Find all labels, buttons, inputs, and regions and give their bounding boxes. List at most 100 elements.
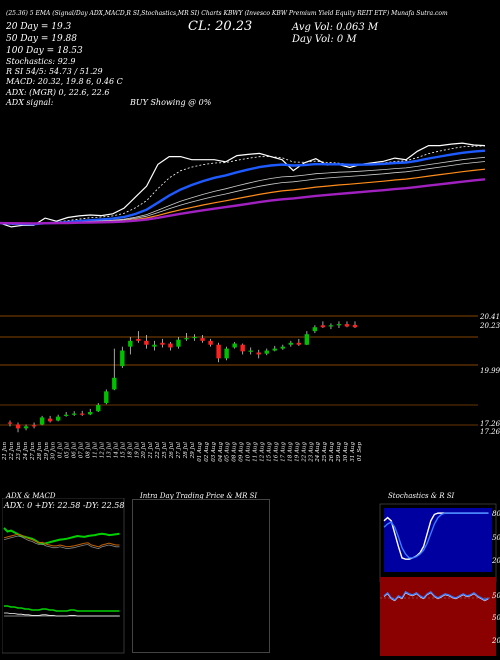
candle-body	[31, 425, 37, 427]
candle-body	[152, 344, 157, 347]
date-label: 22 Jun	[9, 442, 15, 461]
rsi-readout: R SI 54/5: 54.73 / 51.29	[6, 67, 103, 76]
price-label-low: 17.26	[480, 420, 500, 428]
candle-body	[136, 338, 141, 341]
candle-body	[240, 344, 245, 352]
mrsi-panel-title: Intra Day Trading Price & MR SI	[140, 492, 258, 500]
adx-signal-label: ADX signal:	[6, 98, 54, 107]
sma-20-readout: 20 Day = 19.3	[6, 22, 72, 32]
macd-readout: MACD: 20.32, 19.8 6, 0.46 C	[6, 77, 123, 86]
adx-readout: ADX: (MGR) 0, 22.6, 22.6	[6, 88, 110, 97]
candle-body	[128, 340, 133, 347]
price-label-mid: 19.99	[480, 367, 500, 375]
rsi-background	[380, 577, 496, 656]
price-chart	[0, 142, 486, 433]
date-label: 25 Jul	[162, 442, 168, 459]
adx-macd-panel	[2, 498, 125, 654]
date-label: 25 Aug	[322, 442, 328, 463]
stoch-axis-50: 50	[492, 534, 500, 542]
date-label: 18 Aug	[287, 442, 293, 462]
date-label: 04 Aug	[218, 442, 224, 462]
intraday-panel	[132, 499, 270, 653]
date-label: 21 Jun	[2, 442, 8, 461]
date-label: 16 Aug	[273, 442, 279, 462]
candle-body	[71, 413, 77, 415]
candle-body	[216, 344, 221, 359]
candle-body	[288, 342, 294, 345]
candle-body	[55, 416, 61, 421]
adx-signal-value: BUY Showing @ 0%	[130, 98, 212, 107]
date-label: 18 Jul	[127, 442, 133, 458]
candle-body	[15, 424, 21, 429]
candle-body	[336, 324, 342, 326]
price-label-high: 20.41	[480, 313, 500, 321]
close-price-line	[0, 142, 486, 228]
mrsi-line	[383, 592, 489, 602]
stoch-axis-20: 20	[492, 557, 500, 565]
date-label: 13 Jul	[106, 442, 112, 458]
date-label: 06 Jul	[72, 442, 78, 458]
rsi-lines	[380, 590, 496, 602]
price-label-low-2: 17.26	[480, 428, 500, 436]
adx-di-readout: ADX: 0 +DY: 22.58 -DY: 22.58	[4, 501, 125, 510]
avg-volume: Avg Vol: 0.063 M	[292, 22, 379, 33]
date-label: 22 Jul	[155, 442, 161, 459]
candle-body	[63, 414, 69, 416]
ema-20-line	[0, 149, 486, 226]
close-price: CL: 20.23	[188, 19, 253, 34]
candle-body	[272, 348, 277, 351]
plus-di-line	[3, 527, 120, 546]
macd-lines	[4, 605, 120, 617]
candle-body	[264, 350, 269, 354]
date-label: 09 Aug	[239, 442, 245, 462]
date-label: 01 Aug	[197, 442, 203, 462]
candle-body	[168, 343, 173, 348]
date-label: 17 Aug	[280, 442, 286, 462]
candle-body	[88, 412, 93, 415]
ema-100-line	[0, 168, 486, 225]
date-label: 19 Aug	[294, 442, 300, 462]
candle-body	[104, 391, 109, 404]
date-label: 29 Aug	[336, 442, 342, 463]
candle-body	[176, 339, 181, 347]
candle-body	[352, 324, 358, 328]
candle-body	[120, 350, 125, 367]
date-label: 26 Aug	[329, 442, 335, 463]
signal-line	[4, 612, 120, 617]
candle-body	[39, 417, 45, 425]
date-label: 28 Jul	[183, 442, 189, 459]
date-label: 30 Jun	[51, 442, 57, 460]
date-axis: 21 Jun 22 Jun 23 Jun 24 Jun 27 Jun 28 Jun 29 J…	[2, 442, 363, 463]
moving-average-lines	[0, 142, 486, 228]
candle-body	[200, 338, 205, 341]
adx-line	[3, 535, 120, 550]
candle-body	[47, 418, 53, 422]
date-label: 20 Jul	[141, 442, 147, 459]
adx-panel-title: ADX & MACD	[6, 492, 56, 500]
candle-body	[144, 340, 149, 345]
date-label: 11 Aug	[253, 442, 259, 462]
candle-body	[248, 350, 253, 352]
candle-body	[304, 334, 310, 345]
date-label: 23 Aug	[308, 442, 314, 463]
rsi-axis-20: 20	[492, 637, 500, 645]
date-label: 05 Jul	[65, 442, 71, 458]
rsi-axis-50b: 50	[492, 614, 500, 622]
minus-di-line	[3, 533, 120, 548]
date-label: 19 Jul	[134, 442, 140, 458]
macd-line	[4, 605, 120, 612]
candle-body	[192, 336, 197, 339]
date-label: 08 Jul	[86, 442, 92, 458]
candle-body	[112, 377, 117, 390]
date-label: 30 Aug	[343, 442, 349, 462]
date-label: 21 Jul	[148, 442, 154, 459]
date-label: 10 Aug	[246, 442, 252, 462]
candle-body	[184, 338, 189, 340]
date-label: 23 Jun	[16, 442, 22, 461]
price-gridlines	[0, 315, 478, 426]
date-label: 01 Sep	[357, 442, 363, 462]
rsi-axis-50a: 50	[492, 592, 500, 600]
candle-body	[7, 422, 13, 424]
candle-body	[232, 343, 237, 348]
date-label: 12 Aug	[260, 442, 266, 462]
